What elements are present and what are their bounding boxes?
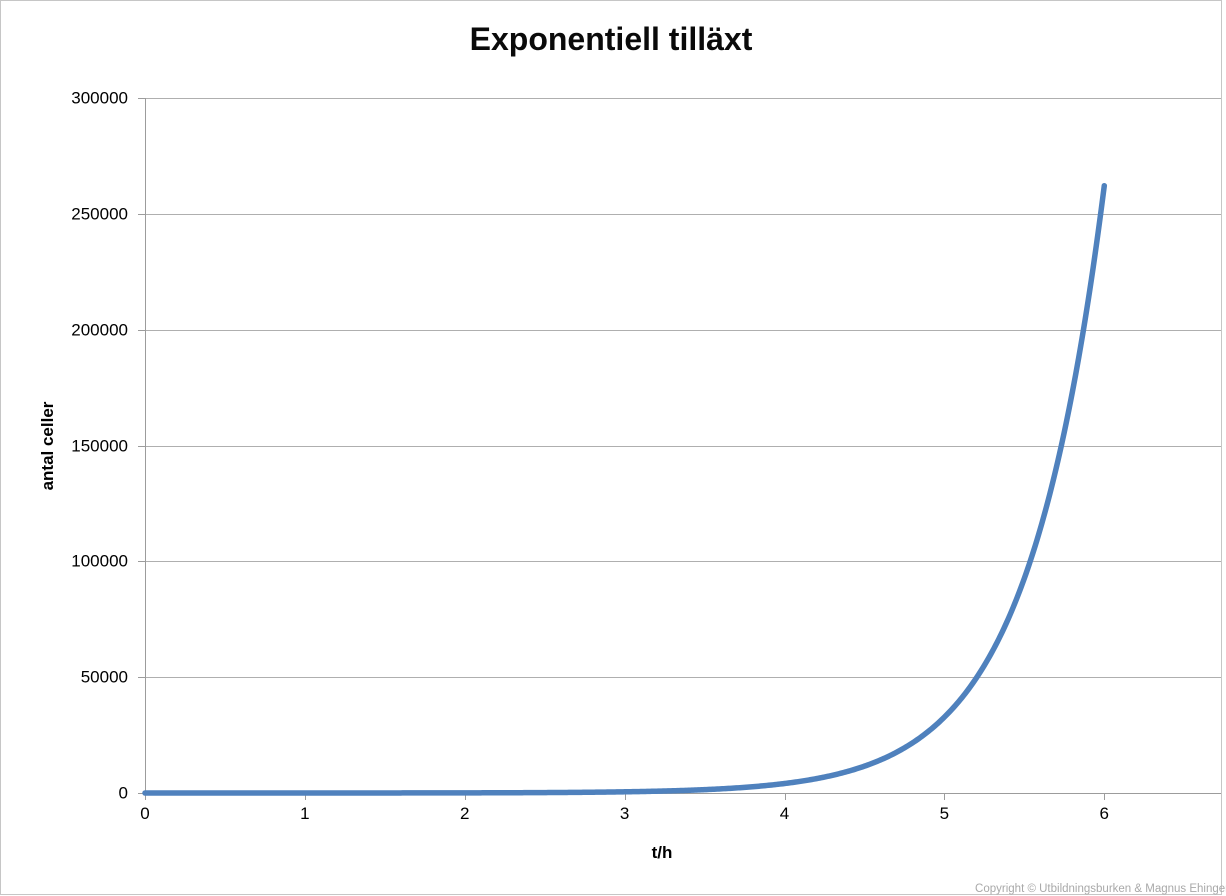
y-tick-label: 0 <box>118 783 128 803</box>
y-tick-label: 250000 <box>71 204 128 224</box>
x-axis-title: t/h <box>651 843 673 862</box>
x-tick-label: 1 <box>300 804 310 823</box>
y-tick-label: 200000 <box>71 320 128 340</box>
x-tick-label: 3 <box>619 804 630 823</box>
x-tick-label: 0 <box>140 804 150 823</box>
y-tick-label: 300000 <box>71 88 128 108</box>
x-tick-label: 6 <box>1099 804 1110 823</box>
y-axis-title: antal celler <box>38 401 57 491</box>
series-line-antal-celler <box>142 182 1108 796</box>
x-tick-label: 2 <box>460 804 470 823</box>
x-tick-label: 5 <box>939 804 950 823</box>
y-tick-label: 50000 <box>80 667 128 687</box>
x-tick-label: 4 <box>779 804 790 823</box>
y-tick-label: 100000 <box>71 551 128 571</box>
chart-title: Exponentiell tilläxt <box>469 21 753 57</box>
copyright-text: Copyright © Utbildningsburken & Magnus E… <box>975 883 1226 895</box>
y-tick-label: 150000 <box>71 436 128 455</box>
